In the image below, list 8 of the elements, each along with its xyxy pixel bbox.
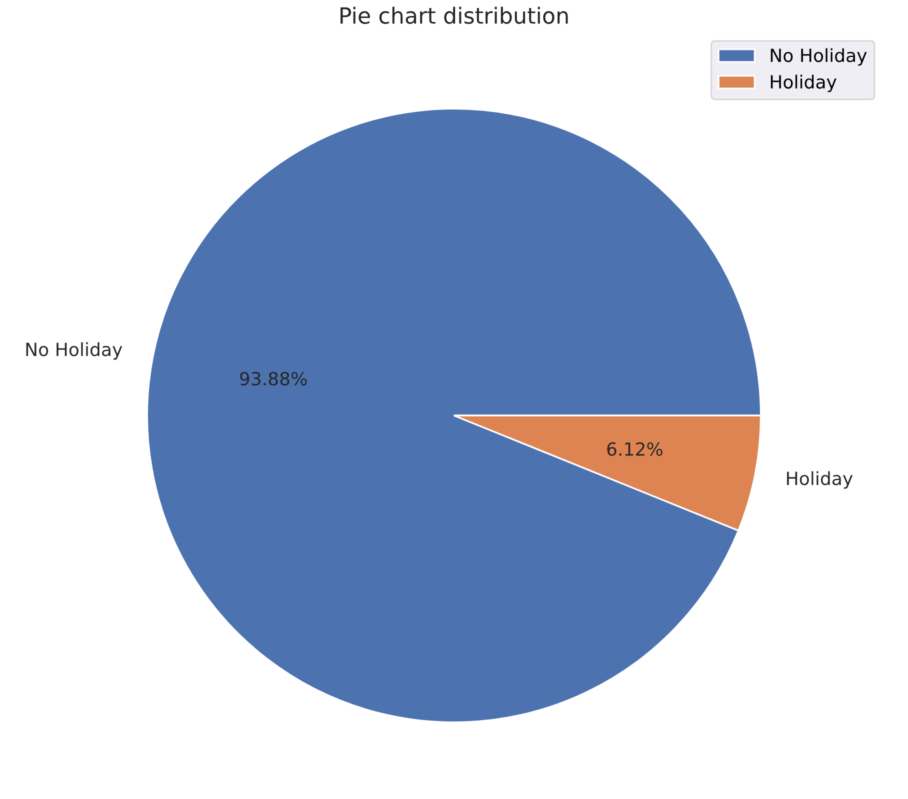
pie-slice (146, 108, 762, 724)
legend-label: Holiday (770, 74, 836, 92)
data-label: 6.12% (607, 442, 662, 456)
slice-label: Holiday (787, 471, 853, 489)
chart-title: Pie chart distribution (340, 6, 568, 24)
data-label: 93.88% (240, 372, 307, 386)
slice-label: No Holiday (26, 342, 122, 360)
legend-label: No Holiday (770, 48, 867, 66)
